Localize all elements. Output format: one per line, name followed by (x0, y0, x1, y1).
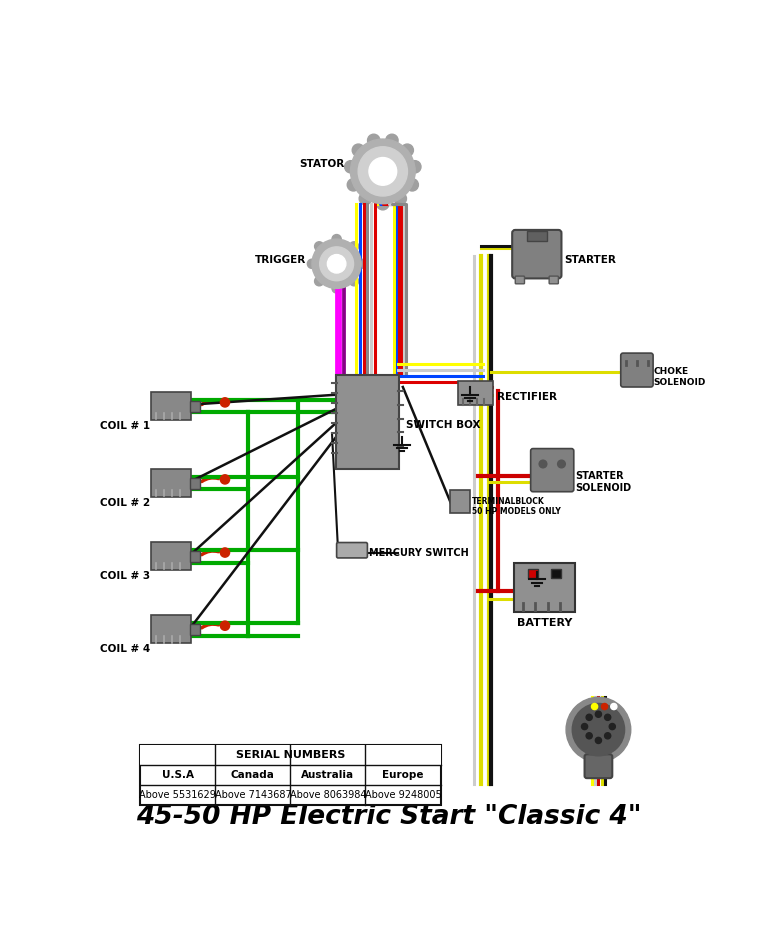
Circle shape (406, 179, 419, 191)
Text: RECTIFIER: RECTIFIER (497, 392, 557, 402)
Text: COIL # 1: COIL # 1 (100, 420, 151, 431)
FancyBboxPatch shape (336, 375, 399, 469)
Text: STATOR: STATOR (299, 159, 344, 169)
FancyBboxPatch shape (151, 392, 191, 420)
Circle shape (220, 621, 230, 631)
Circle shape (368, 134, 380, 147)
FancyBboxPatch shape (531, 449, 574, 491)
Circle shape (220, 548, 230, 557)
Circle shape (591, 704, 598, 709)
Text: Europe: Europe (382, 770, 424, 780)
Circle shape (356, 259, 366, 268)
FancyBboxPatch shape (621, 353, 653, 387)
FancyBboxPatch shape (190, 478, 200, 489)
Circle shape (332, 284, 341, 293)
Circle shape (611, 704, 617, 709)
Text: CHOKE
SOLENOID: CHOKE SOLENOID (654, 367, 707, 386)
Text: BATTERY: BATTERY (517, 618, 572, 628)
FancyBboxPatch shape (190, 551, 200, 562)
Circle shape (558, 460, 565, 468)
Text: COIL # 4: COIL # 4 (100, 644, 151, 654)
FancyBboxPatch shape (336, 543, 367, 558)
Circle shape (350, 139, 415, 204)
Circle shape (586, 714, 592, 721)
Text: SWITCH BOX: SWITCH BOX (406, 420, 481, 431)
Circle shape (609, 724, 615, 729)
FancyBboxPatch shape (151, 615, 191, 643)
Text: Canada: Canada (231, 770, 275, 780)
FancyBboxPatch shape (527, 231, 547, 241)
Circle shape (572, 704, 624, 756)
FancyBboxPatch shape (450, 491, 470, 513)
Circle shape (315, 277, 324, 286)
Circle shape (595, 738, 601, 743)
Text: Above 8063984: Above 8063984 (290, 790, 366, 800)
FancyBboxPatch shape (458, 381, 493, 405)
Text: Australia: Australia (301, 770, 355, 780)
Circle shape (359, 192, 372, 205)
Circle shape (566, 697, 631, 762)
Circle shape (358, 147, 408, 196)
FancyBboxPatch shape (190, 401, 200, 412)
Circle shape (595, 711, 601, 717)
FancyBboxPatch shape (528, 569, 538, 578)
Circle shape (345, 161, 357, 173)
Circle shape (349, 277, 359, 286)
Text: COIL # 3: COIL # 3 (100, 571, 151, 581)
Circle shape (604, 714, 611, 721)
Circle shape (220, 398, 230, 407)
FancyBboxPatch shape (514, 563, 575, 612)
Text: COIL # 2: COIL # 2 (100, 498, 151, 508)
FancyBboxPatch shape (512, 230, 561, 278)
Text: STARTER
SOLENOID: STARTER SOLENOID (575, 471, 631, 492)
Text: Above 9248005: Above 9248005 (365, 790, 442, 800)
FancyBboxPatch shape (151, 469, 191, 497)
Circle shape (601, 704, 607, 709)
Bar (141, 745, 441, 805)
Circle shape (581, 724, 588, 729)
Text: TERMINALBLOCK
50 HP MODELS ONLY: TERMINALBLOCK 50 HP MODELS ONLY (472, 496, 561, 516)
Circle shape (409, 161, 421, 173)
Bar (141, 745, 441, 765)
Circle shape (315, 241, 324, 251)
Text: SERIAL NUMBERS: SERIAL NUMBERS (236, 750, 345, 760)
Text: U.S.A: U.S.A (162, 770, 194, 780)
Text: 45-50 HP Electric Start "Classic 4": 45-50 HP Electric Start "Classic 4" (137, 804, 642, 830)
Circle shape (394, 192, 406, 205)
Circle shape (353, 144, 365, 156)
Circle shape (327, 255, 346, 273)
FancyBboxPatch shape (551, 569, 561, 578)
Circle shape (376, 198, 389, 210)
Circle shape (539, 460, 547, 468)
FancyBboxPatch shape (549, 277, 558, 284)
Circle shape (586, 733, 592, 739)
FancyBboxPatch shape (151, 542, 191, 570)
FancyBboxPatch shape (190, 624, 200, 634)
Circle shape (347, 179, 359, 191)
Circle shape (220, 474, 230, 484)
Circle shape (332, 235, 341, 243)
Circle shape (369, 157, 397, 186)
Text: Above 7143687: Above 7143687 (214, 790, 291, 800)
FancyBboxPatch shape (584, 754, 612, 778)
Circle shape (349, 241, 359, 251)
Text: Above 5531629: Above 5531629 (139, 790, 217, 800)
Circle shape (307, 259, 316, 268)
Text: TRIGGER: TRIGGER (254, 255, 306, 265)
FancyBboxPatch shape (515, 277, 525, 284)
Text: MERCURY SWITCH: MERCURY SWITCH (369, 547, 468, 558)
Circle shape (604, 733, 611, 739)
Circle shape (386, 134, 398, 147)
Circle shape (312, 240, 361, 289)
Text: STARTER: STARTER (564, 255, 616, 265)
Circle shape (401, 144, 413, 156)
Circle shape (319, 247, 353, 280)
